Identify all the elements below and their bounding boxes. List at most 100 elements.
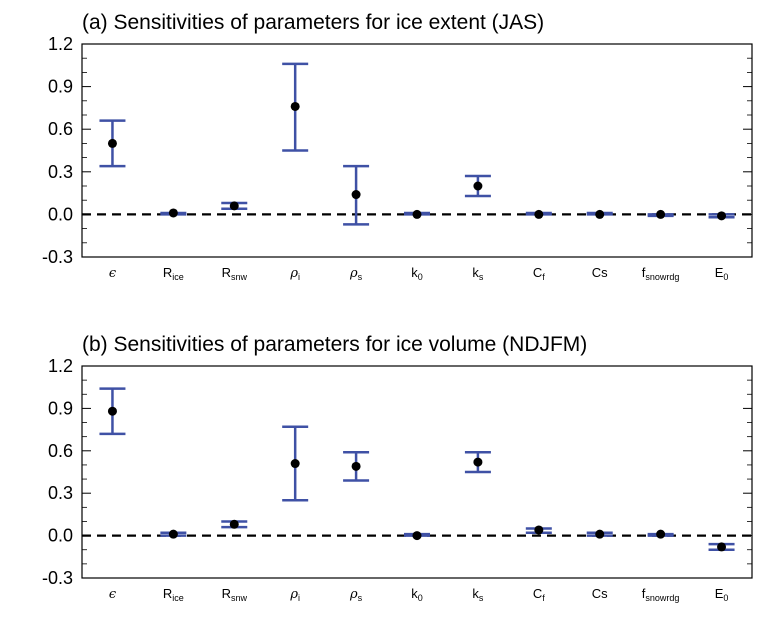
errorbar-8 (586, 529, 613, 539)
x-tick-subscript: 0 (418, 272, 423, 282)
x-tick-base: R (222, 265, 231, 280)
x-tick-label: Rice (163, 586, 184, 603)
mean-marker (534, 209, 544, 219)
x-tick-subscript: f (542, 272, 545, 282)
x-tick-label: Cf (533, 586, 545, 603)
plot-frame (81, 43, 753, 258)
x-tick-label: E0 (715, 265, 729, 282)
x-tick-label: ρs (349, 266, 363, 282)
y-tick-label: 0.9 (48, 398, 73, 418)
mean-marker (473, 181, 483, 191)
x-tick-base: ρ (349, 587, 358, 602)
mean-marker (351, 461, 361, 471)
y-tick-label: -0.3 (42, 568, 73, 588)
errorbar-3 (282, 425, 309, 502)
mean-marker (229, 519, 239, 529)
mean-marker (290, 101, 300, 111)
x-tick-label: k0 (411, 265, 423, 282)
x-tick-label: ks (472, 586, 484, 603)
mean-marker (656, 209, 666, 219)
errorbar-5 (404, 209, 430, 219)
mean-marker (656, 529, 666, 539)
x-tick-base: E (715, 265, 724, 280)
x-tick-base: f (642, 586, 646, 601)
errorbar-7 (525, 525, 552, 535)
mean-marker (351, 190, 361, 200)
plot-frame (81, 365, 753, 579)
mean-marker (107, 406, 117, 416)
y-tick-label: 0.0 (48, 526, 73, 546)
x-tick-label: Cs (592, 586, 608, 601)
x-tick-base: ϵ (109, 266, 117, 281)
errorbar-9 (647, 529, 674, 539)
x-tick-label: ks (472, 265, 484, 282)
x-tick-base: R (163, 265, 172, 280)
chart-title: (b) Sensitivities of parameters for ice … (82, 333, 587, 356)
mean-marker (290, 459, 300, 469)
mean-marker (595, 529, 605, 539)
x-tick-base: k (411, 265, 418, 280)
x-tick-label: Cf (533, 265, 545, 282)
y-tick-label: 0.3 (48, 162, 73, 182)
errorbar-4 (343, 450, 370, 482)
mean-marker (473, 457, 483, 467)
errorbar-7 (525, 209, 552, 219)
errorbar-3 (282, 62, 309, 152)
chart-title: (a) Sensitivities of parameters for ice … (82, 11, 544, 34)
x-tick-base: C (533, 586, 542, 601)
x-tick-base: R (163, 586, 172, 601)
y-tick-label: 0.6 (48, 119, 73, 139)
x-tick-subscript: i (298, 272, 300, 282)
x-tick-base: ρ (349, 266, 358, 281)
panel-a: (a) Sensitivities of parameters for ice … (42, 11, 753, 282)
x-tick-label: E0 (715, 586, 729, 603)
x-tick-subscript: 0 (723, 593, 728, 603)
x-tick-subscript: s (479, 272, 484, 282)
x-tick-base: ϵ (109, 587, 117, 602)
x-tick-subscript: ice (172, 272, 184, 282)
x-tick-base: k (411, 586, 418, 601)
x-tick-subscript: snowrdg (645, 593, 679, 603)
y-tick-label: 0.0 (48, 204, 73, 224)
x-tick-base: k (472, 586, 479, 601)
errorbar-1 (160, 529, 187, 539)
x-tick-label: Cs (592, 265, 608, 280)
errorbar-1 (160, 208, 187, 218)
errorbar-2 (221, 519, 248, 529)
y-tick-label: 0.9 (48, 77, 73, 97)
y-tick-label: -0.3 (42, 247, 73, 267)
x-tick-label: k0 (411, 586, 423, 603)
panel-b: (b) Sensitivities of parameters for ice … (42, 333, 753, 603)
mean-marker (229, 201, 239, 211)
mean-marker (168, 529, 178, 539)
y-tick-label: 0.3 (48, 483, 73, 503)
x-tick-base: k (472, 265, 479, 280)
x-tick-subscript: snowrdg (645, 272, 679, 282)
y-tick-label: 1.2 (48, 356, 73, 376)
mean-marker (595, 209, 605, 219)
mean-marker (412, 209, 422, 219)
x-tick-label: fsnowrdg (642, 586, 680, 603)
mean-marker (107, 138, 117, 148)
x-tick-subscript: snw (231, 272, 248, 282)
y-tick-label: 1.2 (48, 34, 73, 54)
errorbar-9 (647, 209, 674, 219)
x-tick-label: ρs (349, 587, 363, 603)
x-tick-label: ϵ (109, 587, 117, 602)
mean-marker (717, 542, 727, 552)
errorbar-0 (99, 119, 126, 168)
x-tick-base: f (642, 265, 646, 280)
x-tick-label: Rice (163, 265, 184, 282)
x-tick-subscript: f (542, 593, 545, 603)
x-tick-subscript: s (358, 272, 363, 282)
x-tick-subscript: i (298, 593, 300, 603)
x-tick-base: E (715, 586, 724, 601)
errorbar-4 (343, 164, 370, 226)
x-tick-label: ϵ (109, 266, 117, 281)
x-tick-base: R (222, 586, 231, 601)
x-tick-label: ρi (289, 587, 300, 603)
errorbar-6 (464, 450, 491, 474)
y-tick-label: 0.6 (48, 441, 73, 461)
